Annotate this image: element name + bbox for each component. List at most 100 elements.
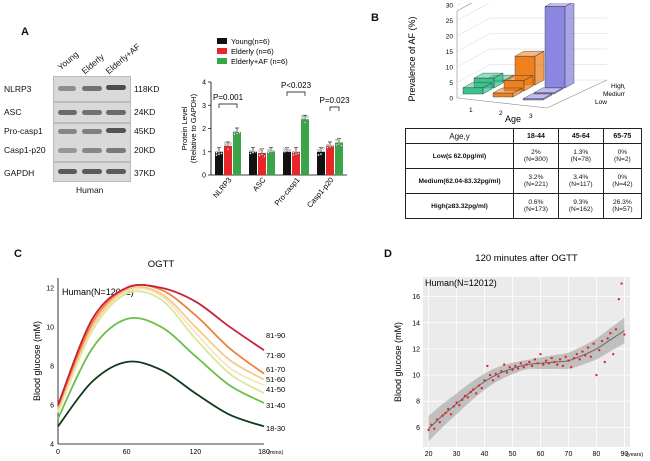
cell-percent: 0.6% — [528, 199, 544, 206]
bar-front — [492, 92, 514, 98]
replicate-point — [263, 155, 266, 158]
data-point — [581, 350, 584, 353]
data-point — [539, 352, 542, 356]
x-tick-label: Pro-casp1 — [273, 176, 302, 208]
band — [58, 110, 77, 115]
series-line — [57, 360, 265, 428]
significance-label: P=0.001 — [213, 93, 244, 102]
data-point — [449, 413, 453, 416]
blot-species-label: Human — [76, 185, 104, 195]
data-point — [455, 401, 458, 404]
x-tick-label: 70 — [565, 451, 573, 458]
series-label: 31-40 — [266, 401, 285, 410]
replicate-point — [249, 152, 252, 155]
replicate-point — [258, 154, 261, 157]
replicate-point — [306, 115, 309, 118]
z-tick-label: 15 — [446, 49, 454, 56]
z-tick-label: 20 — [446, 34, 454, 41]
replicate-point — [267, 151, 270, 154]
replicate-point — [267, 149, 270, 152]
replicate-point — [283, 150, 286, 153]
table-header: 18-44 — [513, 128, 559, 144]
replicate-point — [215, 151, 218, 154]
replicate-point — [294, 153, 298, 156]
z-tick-label: 0 — [449, 96, 453, 103]
table-header: 65-75 — [602, 128, 643, 144]
replicate-point — [322, 147, 325, 150]
cell-percent: 0% — [617, 174, 628, 181]
chart-d-scatter: 6 8 10 12 14 16 20 30 40 50 60 70 80 90(years) 120 min… — [393, 253, 643, 458]
replicate-point — [319, 153, 323, 156]
lane-label-elderly: Elderly — [79, 51, 106, 76]
bar-top — [473, 72, 504, 79]
z-tick-label: 10 — [446, 65, 454, 72]
data-point — [544, 359, 548, 362]
replicate-point — [285, 147, 289, 150]
band — [58, 129, 77, 134]
y-tick-label: Low — [595, 99, 607, 106]
data-point — [620, 282, 623, 285]
x-tick-label: 30 — [453, 451, 461, 458]
cell-percent: 0% — [617, 149, 628, 156]
significance-label: P<0.023 — [281, 81, 312, 90]
legend-swatch — [217, 48, 227, 54]
panel-a-letter: A — [21, 26, 29, 38]
blot-row-kd-asc: 24KD — [134, 107, 156, 117]
y-tick-label: 4 — [202, 80, 206, 87]
replicate-point — [229, 142, 232, 145]
band — [106, 110, 126, 115]
replicate-point — [235, 132, 239, 135]
replicate-point — [269, 148, 273, 151]
data-point — [612, 352, 615, 356]
x-unit-label: (mins) — [268, 450, 283, 456]
data-point — [438, 420, 441, 424]
x-tick-label: 80 — [593, 451, 601, 458]
blot-row-label-nlrp3: NLRP3 — [4, 84, 32, 94]
y-tick-label: 6 — [416, 425, 420, 432]
series-label: 71-80 — [266, 351, 285, 360]
replicate-point — [326, 144, 329, 147]
bar — [224, 145, 232, 175]
lane-label-young: Young — [55, 49, 81, 72]
data-point — [547, 362, 551, 365]
data-point — [460, 398, 464, 402]
data-point — [558, 358, 562, 361]
replicate-point — [235, 130, 239, 133]
table-row-label: Low(≤ 62.0pg/ml) — [405, 143, 514, 169]
bar — [301, 119, 309, 175]
replicate-point — [292, 153, 295, 157]
data-point — [528, 360, 531, 364]
y-axis-label: (Relative to GAPDH) — [189, 93, 198, 163]
z-tick-label: 25 — [446, 18, 454, 25]
data-point — [567, 359, 570, 362]
replicate-point — [301, 117, 304, 120]
data-point — [480, 386, 483, 390]
z-tick-label: 30 — [446, 3, 454, 10]
series-line — [57, 290, 265, 414]
data-point — [570, 366, 573, 369]
table-cell: 3.4% (N=117) — [557, 168, 604, 194]
y-tick-label: High — [611, 83, 625, 90]
data-point — [463, 394, 467, 398]
x-tick-label: 2 — [499, 110, 503, 117]
data-point — [435, 418, 439, 421]
grid-line — [456, 64, 491, 83]
replicate-point — [217, 153, 221, 156]
replicate-point — [233, 130, 236, 134]
blot-row-label-asc: ASC — [4, 107, 22, 117]
table-row-label: Medium(62.04-83.32pg/ml) — [405, 168, 514, 194]
data-point — [600, 339, 604, 343]
legend-label: Elderly+AF (n=6) — [231, 57, 288, 66]
bar-top — [522, 93, 553, 100]
data-point — [598, 349, 601, 352]
panel-c-letter: C — [14, 248, 22, 260]
replicate-point — [335, 138, 338, 142]
replicate-point — [224, 141, 227, 144]
data-point — [525, 363, 528, 366]
replicate-point — [328, 143, 332, 146]
x-unit-label: (years) — [626, 452, 643, 458]
replicate-point — [303, 116, 307, 119]
y-tick-label: 3 — [202, 103, 206, 110]
y-tick-label: 2 — [202, 126, 206, 133]
series-label: 51-60 — [266, 375, 285, 384]
